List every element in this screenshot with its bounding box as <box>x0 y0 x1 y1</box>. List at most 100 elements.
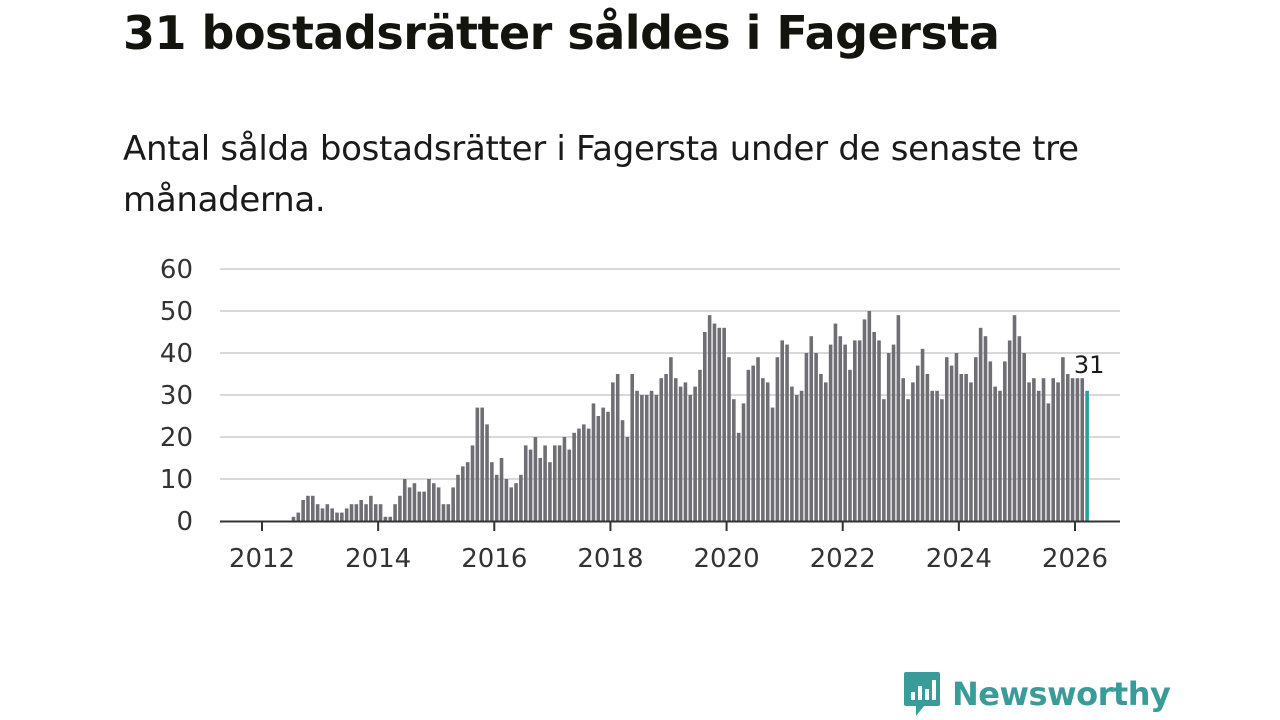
bar <box>1007 340 1012 521</box>
bar <box>1027 382 1031 521</box>
bar <box>422 491 426 521</box>
bar <box>388 516 393 521</box>
bar <box>688 395 693 521</box>
bar <box>722 327 726 521</box>
bar <box>717 327 722 521</box>
x-tick-label: 2014 <box>345 544 411 574</box>
bar <box>712 323 717 521</box>
bar <box>1046 403 1051 521</box>
bar <box>901 378 905 521</box>
bar <box>654 395 659 521</box>
bar <box>330 508 334 521</box>
bar <box>630 374 634 521</box>
bar <box>993 386 997 521</box>
tick-labels: 0 10 20 30 40 50 60 31 2012 2014 2016 2018 2020 2022 2… <box>160 255 1108 574</box>
bar <box>819 374 823 521</box>
newsworthy-logo-icon <box>904 672 940 716</box>
x-tick-label: 2016 <box>461 544 527 574</box>
bar <box>809 336 814 521</box>
bar <box>770 407 775 521</box>
bar <box>509 487 514 521</box>
bar <box>988 361 993 521</box>
bar <box>582 424 586 521</box>
bar <box>732 399 736 521</box>
chart-title: 31 bostadsrätter såldes i Fagersta <box>123 6 1000 60</box>
y-tick-label: 30 <box>160 381 193 411</box>
x-tick-label: 2020 <box>693 544 759 574</box>
bar <box>785 344 789 521</box>
bar <box>548 462 552 521</box>
bar <box>664 374 668 521</box>
bar <box>915 365 920 521</box>
bar <box>359 500 363 521</box>
bar <box>412 483 417 521</box>
bar <box>741 403 746 521</box>
bar <box>969 382 973 521</box>
bar <box>669 357 673 521</box>
bar <box>344 508 349 521</box>
bar <box>1012 315 1017 521</box>
x-tick-label: 2026 <box>1042 544 1108 574</box>
bar <box>727 357 731 521</box>
bar <box>1041 378 1046 521</box>
latest-value-label: 31 <box>1074 351 1105 379</box>
x-tick-label: 2018 <box>577 544 643 574</box>
bar <box>891 344 896 521</box>
bar <box>814 353 818 521</box>
bar <box>311 495 315 521</box>
bar <box>1051 378 1056 521</box>
bar <box>427 479 431 521</box>
bar <box>649 390 654 521</box>
bar <box>577 428 581 521</box>
y-tick-label: 60 <box>160 255 193 285</box>
bar <box>1017 336 1022 521</box>
bar <box>877 340 881 521</box>
bar <box>456 474 460 521</box>
axes <box>220 520 1120 531</box>
bar <box>1032 378 1036 521</box>
bar-latest <box>1085 390 1089 521</box>
x-tick-label: 2012 <box>229 544 295 574</box>
bar <box>1022 353 1026 521</box>
bar <box>703 332 707 521</box>
y-tick-label: 20 <box>160 423 193 453</box>
bar <box>790 386 794 521</box>
bar <box>823 382 828 521</box>
bar <box>751 365 755 521</box>
bar <box>949 365 954 521</box>
bar <box>925 374 930 521</box>
y-tick-label: 0 <box>176 507 193 537</box>
bar <box>886 353 891 521</box>
bar <box>683 382 688 521</box>
bar <box>340 512 344 521</box>
newsworthy-brand[interactable]: Newsworthy <box>902 670 1171 718</box>
bar <box>1003 361 1007 521</box>
bar <box>644 395 649 521</box>
bar <box>940 399 944 521</box>
bar <box>378 504 383 521</box>
bar <box>620 420 625 521</box>
bar <box>417 491 422 521</box>
bar <box>693 386 697 521</box>
bar <box>383 516 388 521</box>
bar <box>470 445 475 521</box>
bar <box>799 390 804 521</box>
bar <box>698 369 702 521</box>
bar <box>857 340 862 521</box>
bar <box>533 437 538 521</box>
bar <box>746 369 751 521</box>
bar <box>514 483 518 521</box>
bar <box>596 416 601 521</box>
bar <box>838 336 843 521</box>
bar <box>1056 382 1060 521</box>
bar <box>572 432 576 521</box>
y-tick-label: 40 <box>160 339 193 369</box>
bar <box>490 462 494 521</box>
bar <box>354 504 359 521</box>
bar <box>451 487 455 521</box>
bar <box>291 516 296 521</box>
bar <box>301 500 305 521</box>
bar <box>882 399 886 521</box>
bar <box>315 504 320 521</box>
